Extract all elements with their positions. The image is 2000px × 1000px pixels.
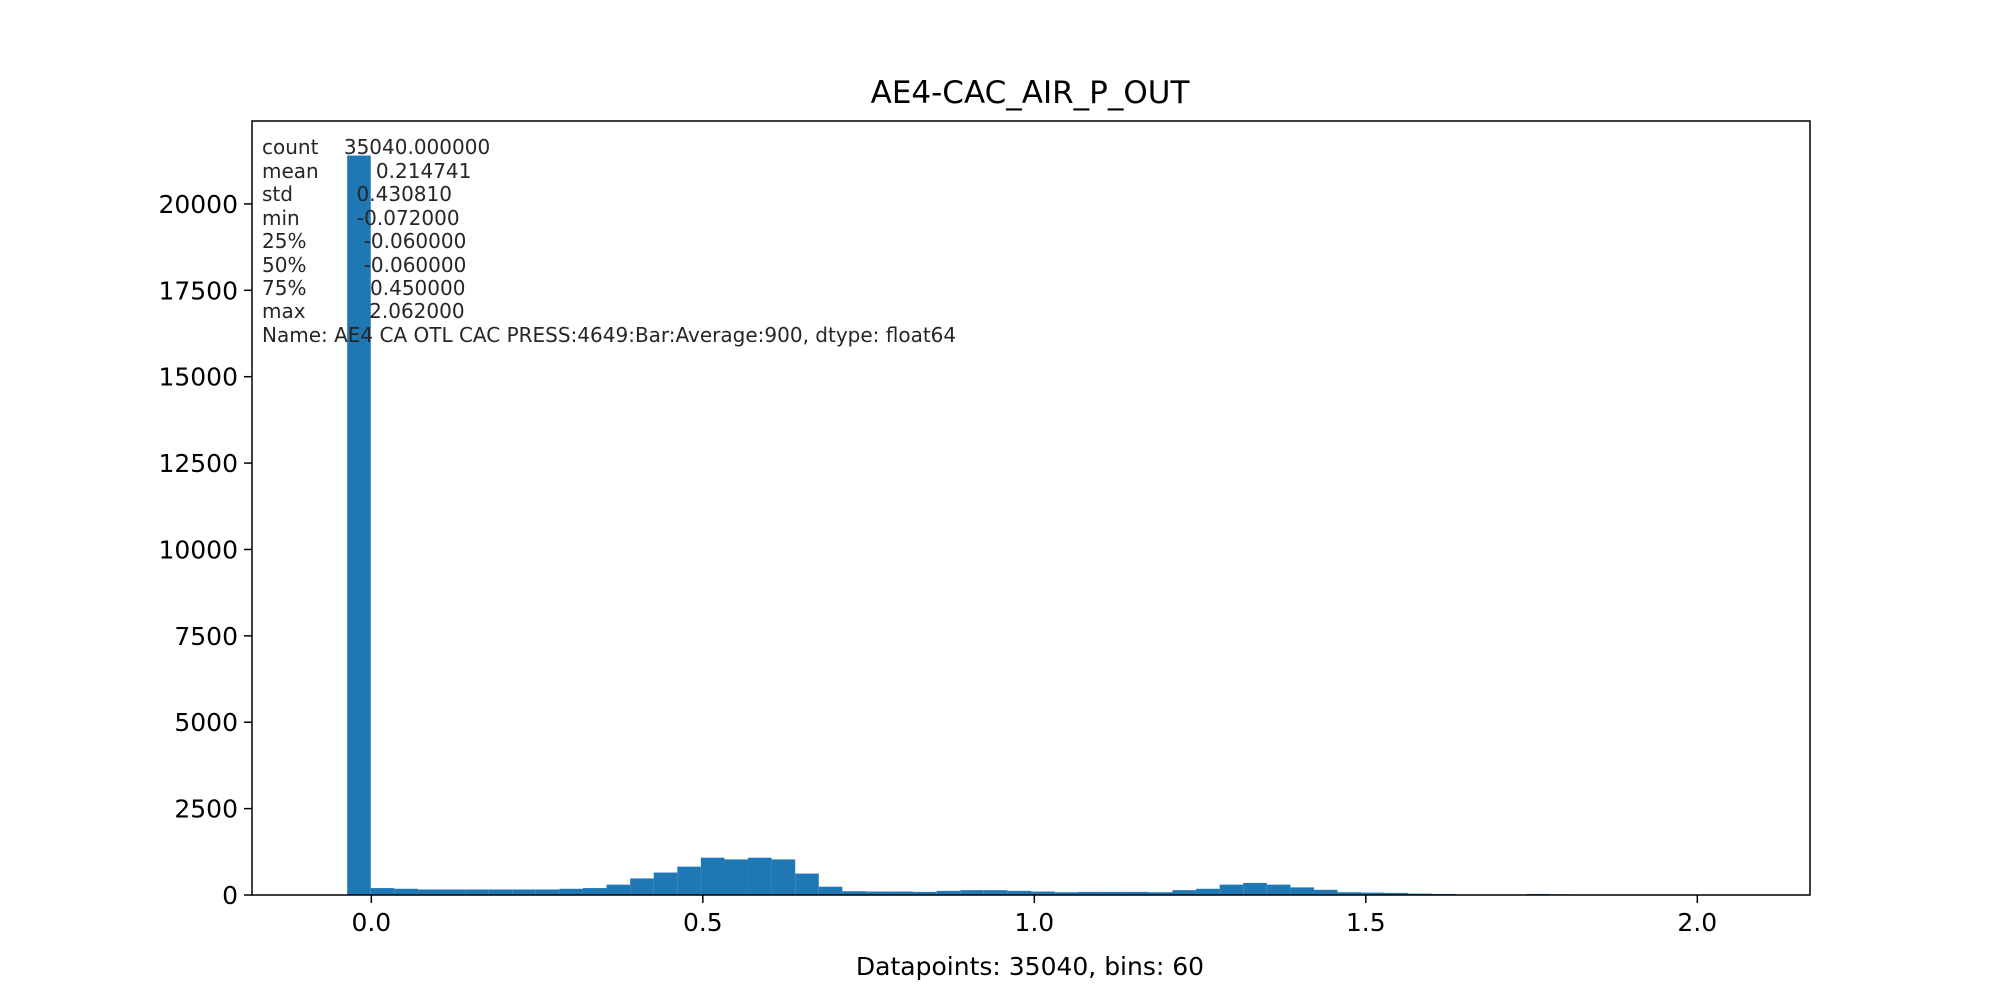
histogram-bar [1196, 888, 1220, 895]
histogram-bar [771, 859, 796, 895]
histogram-bar [559, 888, 583, 895]
x-tick-label: 0.0 [351, 908, 391, 937]
histogram-bar [441, 889, 466, 895]
y-tick-label: 20000 [158, 190, 238, 219]
histogram-bar [1361, 892, 1385, 895]
x-axis-label: Datapoints: 35040, bins: 60 [856, 952, 1204, 981]
histogram-bar [1054, 892, 1079, 895]
histogram-bar [488, 889, 513, 895]
histogram-bar [1078, 891, 1102, 895]
stats-line-min: min -0.072000 [262, 206, 460, 230]
stats-line-mean: mean 0.214741 [262, 159, 471, 183]
histogram-bar [582, 888, 607, 895]
histogram-bar [1125, 891, 1149, 895]
histogram-bar [700, 857, 725, 895]
y-tick-label: 5000 [174, 708, 238, 737]
histogram-bar [842, 891, 866, 895]
histogram-bar [865, 891, 890, 895]
stats-box: count 35040.000000 mean 0.214741 std 0.4… [262, 135, 956, 347]
stats-line-count: count 35040.000000 [262, 135, 490, 159]
histogram-bar [1219, 884, 1244, 895]
stats-line-name: Name: AE4 CA OTL CAC PRESS:4649:Bar:Aver… [262, 323, 956, 347]
stats-line-50pct: 50% -0.060000 [262, 253, 466, 277]
y-tick-label: 10000 [158, 535, 238, 564]
histogram-bar [724, 859, 749, 895]
histogram-bar [1290, 887, 1314, 895]
plot-frame [251, 120, 1811, 896]
stats-line-std: std 0.430810 [262, 182, 452, 206]
histogram-bar [465, 889, 489, 895]
y-tick-label: 15000 [158, 363, 238, 392]
y-tick-label: 7500 [174, 622, 238, 651]
histogram-bar [1101, 891, 1126, 895]
histogram-bar [1266, 884, 1291, 895]
histogram-bar [960, 890, 984, 895]
bars-group [347, 155, 1739, 895]
histogram-bar [370, 888, 395, 895]
histogram-bar [417, 889, 442, 895]
histogram-bar [1172, 890, 1197, 895]
histogram-bar [795, 873, 819, 895]
histogram-bar [1148, 892, 1173, 895]
histogram-bar [936, 890, 961, 895]
histogram-bar [512, 889, 536, 895]
histogram-bar [1243, 882, 1267, 895]
histogram-bar [630, 878, 654, 895]
histogram-bar [818, 886, 843, 895]
histogram-bar [889, 891, 914, 895]
x-axis: 0.0 0.5 1.0 1.5 2.0 [351, 895, 1717, 937]
y-axis: 0 2500 5000 7500 10000 12500 15000 17500 20000 [158, 190, 252, 910]
x-tick-label: 1.0 [1014, 908, 1054, 937]
histogram-bar [653, 872, 678, 895]
histogram-bar [1313, 889, 1338, 895]
histogram-bar [1007, 890, 1031, 895]
stats-line-75pct: 75% 0.450000 [262, 276, 465, 300]
chart-title: AE4-CAC_AIR_P_OUT [871, 75, 1191, 111]
histogram-bar [677, 866, 701, 895]
y-tick-label: 12500 [158, 449, 238, 478]
y-tick-label: 2500 [174, 795, 238, 824]
histogram-bar [1031, 891, 1055, 895]
histogram-bar [1384, 892, 1409, 895]
histogram-bar [606, 884, 631, 895]
x-tick-label: 2.0 [1677, 908, 1717, 937]
stats-line-max: max 2.062000 [262, 299, 465, 323]
histogram-bar [913, 891, 937, 895]
stats-line-25pct: 25% -0.060000 [262, 229, 466, 253]
y-tick-label: 17500 [158, 276, 238, 305]
x-tick-label: 1.5 [1346, 908, 1386, 937]
histogram-bar [535, 889, 560, 895]
histogram-bar [394, 888, 418, 895]
x-tick-label: 0.5 [683, 908, 723, 937]
histogram-bar [347, 155, 371, 895]
histogram-bar [983, 890, 1008, 895]
y-tick-label: 0 [222, 881, 238, 910]
histogram-bar [748, 857, 772, 895]
histogram-bar [1337, 892, 1362, 895]
